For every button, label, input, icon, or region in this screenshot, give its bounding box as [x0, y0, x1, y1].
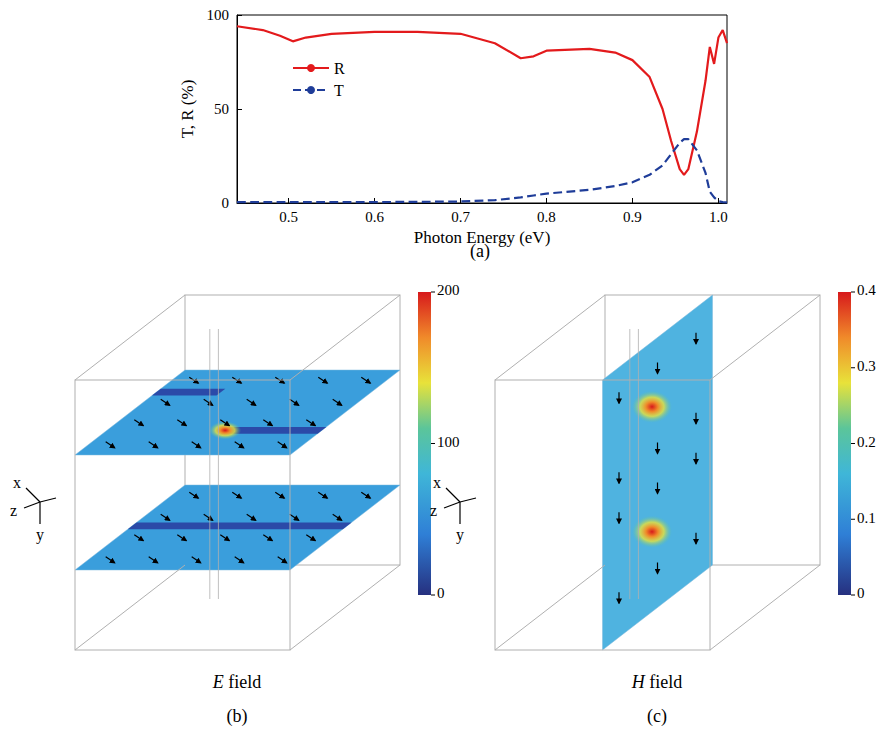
svg-text:x: x: [13, 474, 21, 491]
svg-text:0.3: 0.3: [857, 358, 876, 374]
svg-text:0.5: 0.5: [279, 209, 298, 225]
svg-text:0.2: 0.2: [857, 434, 876, 450]
svg-text:E field: E field: [212, 672, 262, 692]
svg-text:0.1: 0.1: [857, 510, 876, 526]
svg-text:100: 100: [207, 7, 230, 23]
svg-text:1.0: 1.0: [709, 209, 728, 225]
svg-text:0.6: 0.6: [365, 209, 384, 225]
svg-text:y: y: [36, 526, 44, 544]
svg-text:R: R: [334, 60, 345, 77]
svg-text:100: 100: [437, 434, 460, 450]
svg-text:y: y: [456, 526, 464, 544]
svg-text:(c): (c): [647, 706, 667, 727]
svg-text:0.4: 0.4: [857, 282, 876, 298]
svg-text:Photon Energy (eV): Photon Energy (eV): [414, 228, 551, 247]
svg-text:0.8: 0.8: [537, 209, 556, 225]
svg-text:0.7: 0.7: [451, 209, 470, 225]
svg-text:z: z: [430, 502, 437, 519]
svg-text:0.9: 0.9: [623, 209, 642, 225]
svg-text:T: T: [334, 82, 344, 99]
svg-text:x: x: [433, 474, 441, 491]
svg-text:T, R (%): T, R (%): [178, 80, 197, 139]
svg-text:0: 0: [437, 585, 445, 601]
svg-text:(b): (b): [227, 706, 248, 727]
svg-text:0: 0: [222, 195, 230, 211]
svg-text:(a): (a): [470, 241, 490, 261]
svg-text:200: 200: [437, 282, 460, 298]
svg-text:0: 0: [857, 585, 865, 601]
svg-text:z: z: [10, 502, 17, 519]
svg-text:H field: H field: [631, 672, 683, 692]
svg-text:50: 50: [214, 101, 229, 117]
